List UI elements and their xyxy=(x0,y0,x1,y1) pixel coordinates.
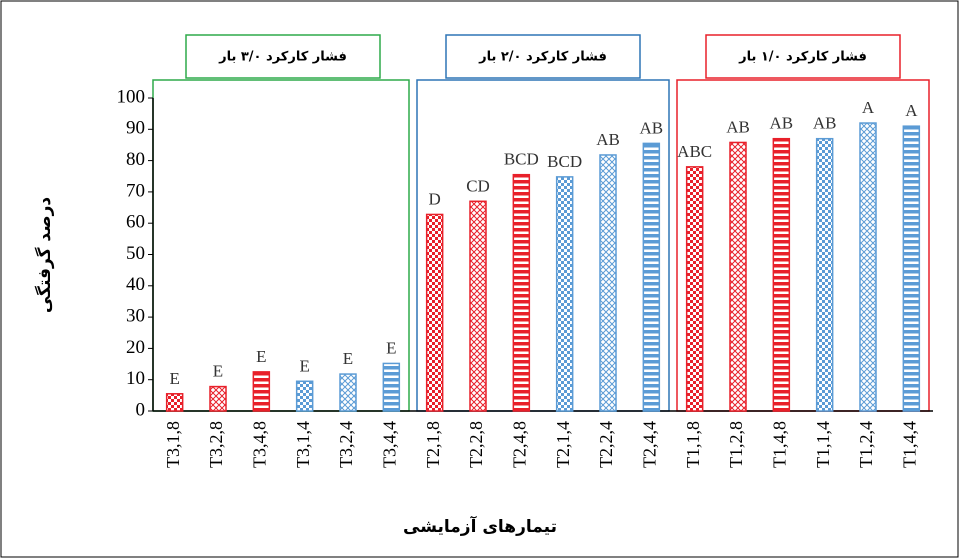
bar xyxy=(555,176,574,412)
group-label-box xyxy=(705,34,901,79)
x-tick-label: T3,2,4 xyxy=(336,421,356,468)
bar xyxy=(339,373,357,412)
bar xyxy=(209,385,227,412)
y-tick-label: 90 xyxy=(126,118,145,139)
y-tick-label: 0 xyxy=(136,399,146,420)
x-tick-label: T2,2,8 xyxy=(466,421,486,468)
bar-annotation: ABC xyxy=(677,142,712,161)
x-tick-label: T2,1,4 xyxy=(553,421,573,468)
bar xyxy=(512,173,531,412)
bar-annotation: E xyxy=(256,347,266,366)
bar xyxy=(859,122,877,412)
x-tick-label: T1,1,4 xyxy=(813,421,833,468)
x-tick-label: T1,4,8 xyxy=(769,421,789,468)
bar-annotation: E xyxy=(386,338,396,357)
bar xyxy=(729,141,747,412)
bar-annotation: D xyxy=(429,189,441,208)
bar-annotation: CD xyxy=(466,176,490,195)
y-tick-label: 20 xyxy=(126,337,145,358)
bar xyxy=(165,393,184,412)
bar xyxy=(685,166,704,412)
group-label: فشار کارکرد ۲/۰ بار xyxy=(478,50,607,65)
bar-annotation: AB xyxy=(640,118,664,137)
bar xyxy=(815,137,834,412)
y-tick-label: 10 xyxy=(126,368,145,389)
bar-annotation: BCD xyxy=(504,150,539,169)
bar-annotation: AB xyxy=(596,130,620,149)
x-tick-label: T2,4,8 xyxy=(509,421,529,468)
bar xyxy=(425,213,444,412)
y-axis-label: درصد گرفتگی xyxy=(34,197,55,314)
y-tick-label: 70 xyxy=(126,180,145,201)
x-tick-label: T2,2,4 xyxy=(596,421,616,468)
bar-annotation: E xyxy=(213,362,223,381)
y-tick-label: 100 xyxy=(117,86,146,107)
x-tick-label: T2,4,4 xyxy=(639,421,659,468)
bar-annotation: A xyxy=(905,101,918,120)
bar xyxy=(295,380,314,412)
bar-annotation: BCD xyxy=(547,152,582,171)
bar-annotation: AB xyxy=(726,117,750,136)
x-tick-label: T3,1,8 xyxy=(163,421,183,468)
x-axis-label: تیمارهای آزمایشی xyxy=(403,515,557,537)
bar xyxy=(252,371,271,412)
group-label-box xyxy=(185,34,381,79)
group-label-box xyxy=(445,34,641,79)
x-tick-label: T1,2,4 xyxy=(856,421,876,468)
y-tick-label: 40 xyxy=(126,274,145,295)
x-tick-label: T3,1,4 xyxy=(293,421,313,468)
group-label: فشار کارکرد ۱/۰ بار xyxy=(738,50,867,65)
bar-annotation: AB xyxy=(770,114,794,133)
x-tick-label: T2,1,8 xyxy=(423,421,443,468)
x-tick-label: T3,4,4 xyxy=(379,421,399,468)
bar xyxy=(642,142,661,412)
bar-annotation: A xyxy=(862,98,875,117)
x-tick-label: T3,2,8 xyxy=(206,421,226,468)
y-tick-label: 50 xyxy=(126,243,145,264)
bar xyxy=(382,362,401,412)
x-tick-label: T1,4,4 xyxy=(899,421,919,468)
bar-annotation: E xyxy=(299,356,309,375)
bar xyxy=(469,200,487,412)
group-label: فشار کارکرد ۳/۰ بار xyxy=(218,50,347,65)
y-tick-label: 80 xyxy=(126,149,145,170)
y-tick-label: 30 xyxy=(126,305,145,326)
y-tick-label: 60 xyxy=(126,212,145,233)
bar xyxy=(902,125,921,412)
bar-annotation: E xyxy=(169,369,179,388)
bar-annotation: E xyxy=(343,349,353,368)
x-tick-label: T3,4,8 xyxy=(249,421,269,468)
bar xyxy=(772,137,791,412)
x-tick-label: T1,1,8 xyxy=(683,421,703,468)
bar-annotation: AB xyxy=(813,114,837,133)
bar xyxy=(599,154,617,412)
x-tick-label: T1,2,8 xyxy=(726,421,746,468)
